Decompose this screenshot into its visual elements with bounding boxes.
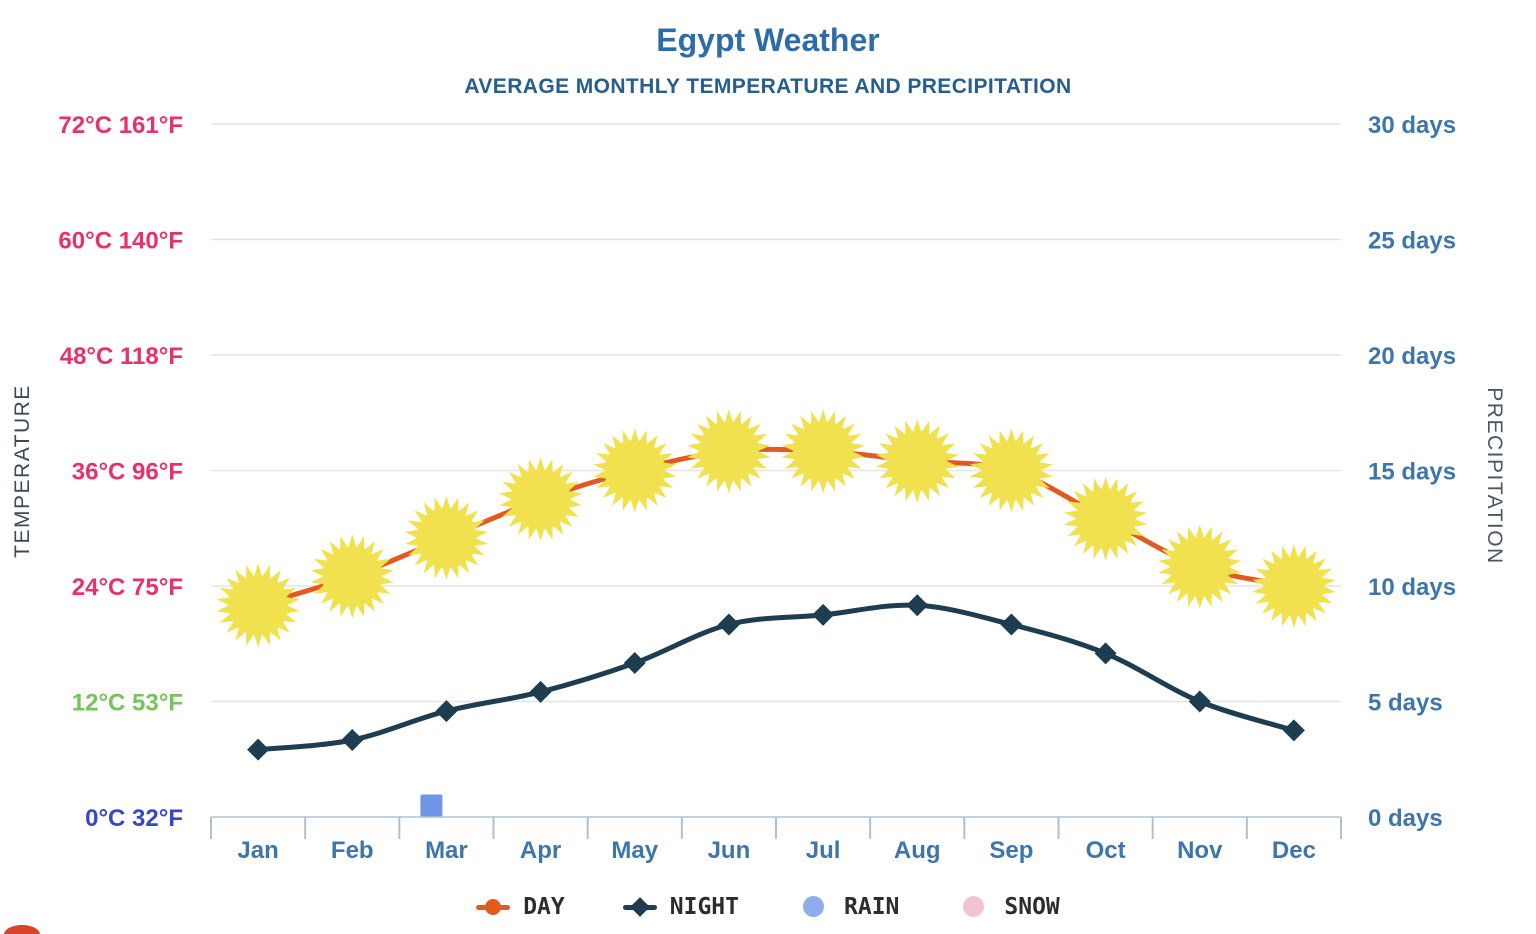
sun-marker <box>1252 544 1336 628</box>
temperature-axis-labels: 0°C 32°F 12°C 53°F 24°C 75°F 36°C 96°F 48°C … <box>58 112 183 832</box>
chart-legend: DAY NIGHT RAIN SNOW <box>0 894 1536 920</box>
diamond-marker <box>1000 613 1023 636</box>
legend-item-night: NIGHT <box>622 894 739 920</box>
day-marker-icon <box>476 895 511 919</box>
rain-marker-icon <box>797 895 831 919</box>
month-label: Mar <box>425 837 468 864</box>
days-tick-label: 30 days <box>1368 112 1456 139</box>
day-line <box>255 446 1297 608</box>
legend-label: RAIN <box>844 894 900 920</box>
temp-tick-label: 12°C 53°F <box>72 690 183 717</box>
days-tick-label: 10 days <box>1368 574 1456 601</box>
diamond-marker <box>247 738 270 761</box>
month-label: May <box>611 837 658 864</box>
legend-item-day: DAY <box>476 894 565 920</box>
sun-marker <box>875 418 959 503</box>
precipitation-axis-labels: 0 days 5 days 10 days 15 days 20 days 25 days… <box>1368 112 1456 832</box>
temp-tick-label: 36°C 96°F <box>72 459 183 486</box>
month-label: Jun <box>708 837 751 864</box>
gridlines <box>211 123 1341 703</box>
month-label: Dec <box>1272 837 1316 864</box>
days-tick-label: 5 days <box>1368 690 1443 717</box>
diamond-marker <box>906 594 929 617</box>
sun-marker <box>781 409 865 494</box>
month-label: Feb <box>331 837 374 864</box>
days-tick-label: 25 days <box>1368 228 1456 255</box>
diamond-marker <box>1282 719 1305 742</box>
month-label: Jan <box>237 837 278 864</box>
night-line <box>255 602 1297 753</box>
sun-marker <box>1064 476 1148 561</box>
month-label: Aug <box>894 837 941 864</box>
sun-marker <box>310 534 394 619</box>
chart-subtitle: AVERAGE MONTHLY TEMPERATURE AND PRECIPIT… <box>464 75 1072 98</box>
diamond-marker <box>812 603 835 626</box>
page-title: Egypt Weather <box>656 22 880 58</box>
sun-marker <box>687 409 771 494</box>
temp-tick-label: 48°C 118°F <box>60 343 183 370</box>
temp-tick-label: 60°C 140°F <box>58 228 183 255</box>
diamond-marker <box>435 700 458 723</box>
snow-marker-icon <box>957 895 991 919</box>
legend-item-snow: SNOW <box>957 894 1060 920</box>
sun-marker <box>216 563 300 648</box>
rain-marker <box>420 794 443 817</box>
temp-tick-label: 0°C 32°F <box>85 805 183 832</box>
legend-item-rain: RAIN <box>797 894 899 920</box>
diamond-marker <box>623 652 646 674</box>
x-axis-ticks <box>210 817 1342 839</box>
days-tick-label: 20 days <box>1368 343 1456 370</box>
diamond-marker <box>717 613 740 636</box>
legend-label: SNOW <box>1004 894 1060 920</box>
sun-marker <box>969 428 1053 513</box>
month-label: Jul <box>806 837 841 864</box>
cutoff-marker-artifact <box>4 925 40 934</box>
sun-marker <box>499 457 583 542</box>
sun-marker <box>404 495 488 580</box>
month-labels: Jan Feb Mar Apr May Jun Jul Aug Sep Oct Nov Dec <box>237 837 1316 864</box>
diamond-marker <box>1188 690 1211 713</box>
temperature-axis-title: TEMPERATURE <box>11 384 34 558</box>
days-tick-label: 15 days <box>1368 459 1456 486</box>
night-marker-icon <box>622 895 657 919</box>
diamond-marker <box>1094 642 1117 665</box>
precipitation-axis-title: PRECIPITATION <box>1483 387 1506 564</box>
days-tick-label: 0 days <box>1368 805 1443 832</box>
sun-marker <box>593 428 677 513</box>
legend-label: NIGHT <box>669 894 739 920</box>
diamond-marker <box>341 729 364 751</box>
legend-label: DAY <box>523 894 565 920</box>
sun-marker <box>1158 524 1242 609</box>
month-label: Oct <box>1086 837 1126 864</box>
diamond-marker <box>529 680 552 703</box>
temp-tick-label: 24°C 75°F <box>72 574 183 601</box>
month-label: Apr <box>520 837 561 864</box>
temp-tick-label: 72°C 161°F <box>58 112 183 139</box>
month-label: Sep <box>989 837 1033 864</box>
month-label: Nov <box>1177 837 1223 864</box>
